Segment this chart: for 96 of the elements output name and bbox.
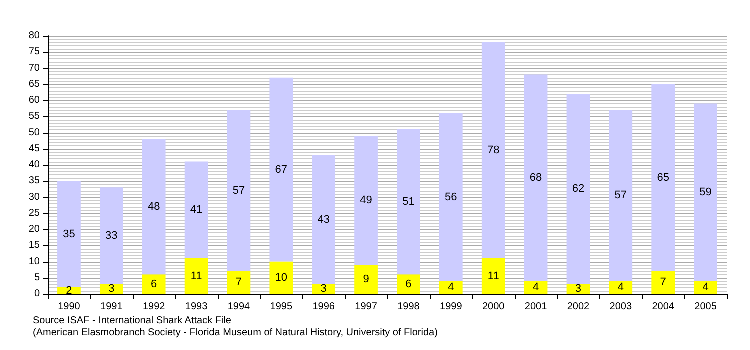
data-label: 11 (190, 270, 202, 282)
x-tick-label: 2004 (652, 302, 675, 312)
bar (58, 181, 81, 288)
x-tick-label: 2003 (610, 302, 632, 312)
source-note: Source ISAF - International Shark Attack File (33, 316, 232, 326)
x-tick-label: 1996 (312, 302, 336, 312)
y-tick-label: 60 (28, 95, 40, 106)
y-tick-label: 55 (28, 111, 40, 122)
y-tick-label: 80 (28, 30, 40, 42)
total-label: 68 (530, 172, 542, 184)
total-label: 78 (487, 144, 500, 156)
text: (American Elasmobranch Society - Florida Museum of Natural History, University of Florida) (33, 328, 438, 338)
total-label: 65 (657, 172, 670, 184)
bar (439, 281, 463, 294)
x-tick-label: 1994 (228, 302, 251, 312)
total-label: 48 (148, 200, 160, 213)
data-label: 7 (236, 276, 242, 289)
total-label: 57 (232, 184, 246, 197)
bar (609, 110, 633, 282)
bar (652, 271, 676, 294)
bar (397, 274, 420, 294)
bar (142, 139, 166, 275)
data-label: 11 (488, 270, 500, 282)
x-tick-label: 2001 (524, 302, 548, 312)
y-tick-label: 35 (28, 176, 40, 187)
x-tick-label: 2005 (694, 302, 718, 312)
x-tick-label: 2000 (482, 302, 506, 312)
total-label: 35 (63, 228, 76, 240)
x-tick-label: 1992 (142, 302, 166, 312)
total-label: 62 (572, 183, 585, 196)
y-tick-label: 30 (28, 192, 40, 203)
y-tick-label: 20 (28, 224, 40, 235)
total-label: 43 (318, 214, 330, 226)
bar (482, 258, 506, 294)
y-tick-label: 45 (28, 143, 40, 154)
data-label: 4 (618, 282, 624, 294)
data-label: 4 (448, 282, 454, 294)
y-tick-label: 50 (28, 127, 40, 138)
x-tick-label: 1991 (100, 302, 124, 312)
total-label: 33 (106, 230, 118, 242)
y-tick-label: 25 (28, 208, 40, 219)
data-label: 4 (702, 282, 709, 294)
bar (227, 110, 251, 272)
bar (482, 42, 506, 259)
x-tick-label: 1997 (355, 302, 378, 312)
total-label: 67 (275, 164, 288, 176)
data-label: 10 (275, 272, 288, 284)
total-label: 57 (614, 190, 628, 202)
x-tick-label: 2002 (567, 302, 590, 312)
data-label: 3 (108, 283, 115, 296)
x-tick-label: 1993 (185, 302, 208, 312)
total-label: 41 (190, 204, 203, 216)
bar (694, 104, 718, 282)
bar (524, 281, 548, 294)
bar (397, 130, 420, 275)
total-label: 49 (360, 194, 372, 206)
data-label: 3 (575, 283, 582, 296)
bar (354, 136, 378, 265)
y-tick-label: 0 (34, 288, 40, 300)
bar (609, 281, 633, 294)
x-tick-label: 1998 (398, 302, 420, 312)
y-tick-label: 10 (28, 256, 40, 268)
total-label: 59 (700, 186, 712, 198)
y-tick-label: 70 (28, 62, 40, 74)
bar (524, 74, 548, 282)
bar (566, 94, 590, 284)
x-tick-label: 1995 (270, 302, 293, 312)
bar (142, 274, 166, 294)
y-tick-label: 65 (28, 78, 40, 90)
total-label: 56 (445, 191, 458, 204)
x-tick-label: 1990 (58, 302, 81, 312)
bar (354, 264, 378, 294)
data-label: 3 (320, 283, 327, 296)
total-label: 51 (402, 196, 415, 208)
bar (184, 162, 208, 259)
bar (227, 271, 251, 294)
data-label: 2 (66, 284, 72, 297)
x-tick-label: 1999 (440, 302, 463, 312)
data-label: 4 (532, 282, 540, 294)
data-label: 6 (151, 278, 158, 290)
bar (439, 113, 463, 282)
bar (652, 84, 676, 272)
bar (270, 262, 294, 294)
bar (270, 78, 294, 262)
data-label: 9 (363, 273, 370, 286)
y-tick-label: 5 (34, 272, 40, 284)
data-label: 6 (406, 278, 412, 290)
data-label: 7 (660, 276, 666, 289)
y-tick-label: 40 (28, 160, 40, 170)
bar (694, 281, 718, 294)
bar (58, 288, 81, 294)
bar (184, 258, 208, 294)
y-tick-label: 15 (28, 240, 40, 252)
bar (100, 188, 124, 284)
bar (312, 155, 336, 284)
y-tick-label: 75 (28, 46, 40, 58)
